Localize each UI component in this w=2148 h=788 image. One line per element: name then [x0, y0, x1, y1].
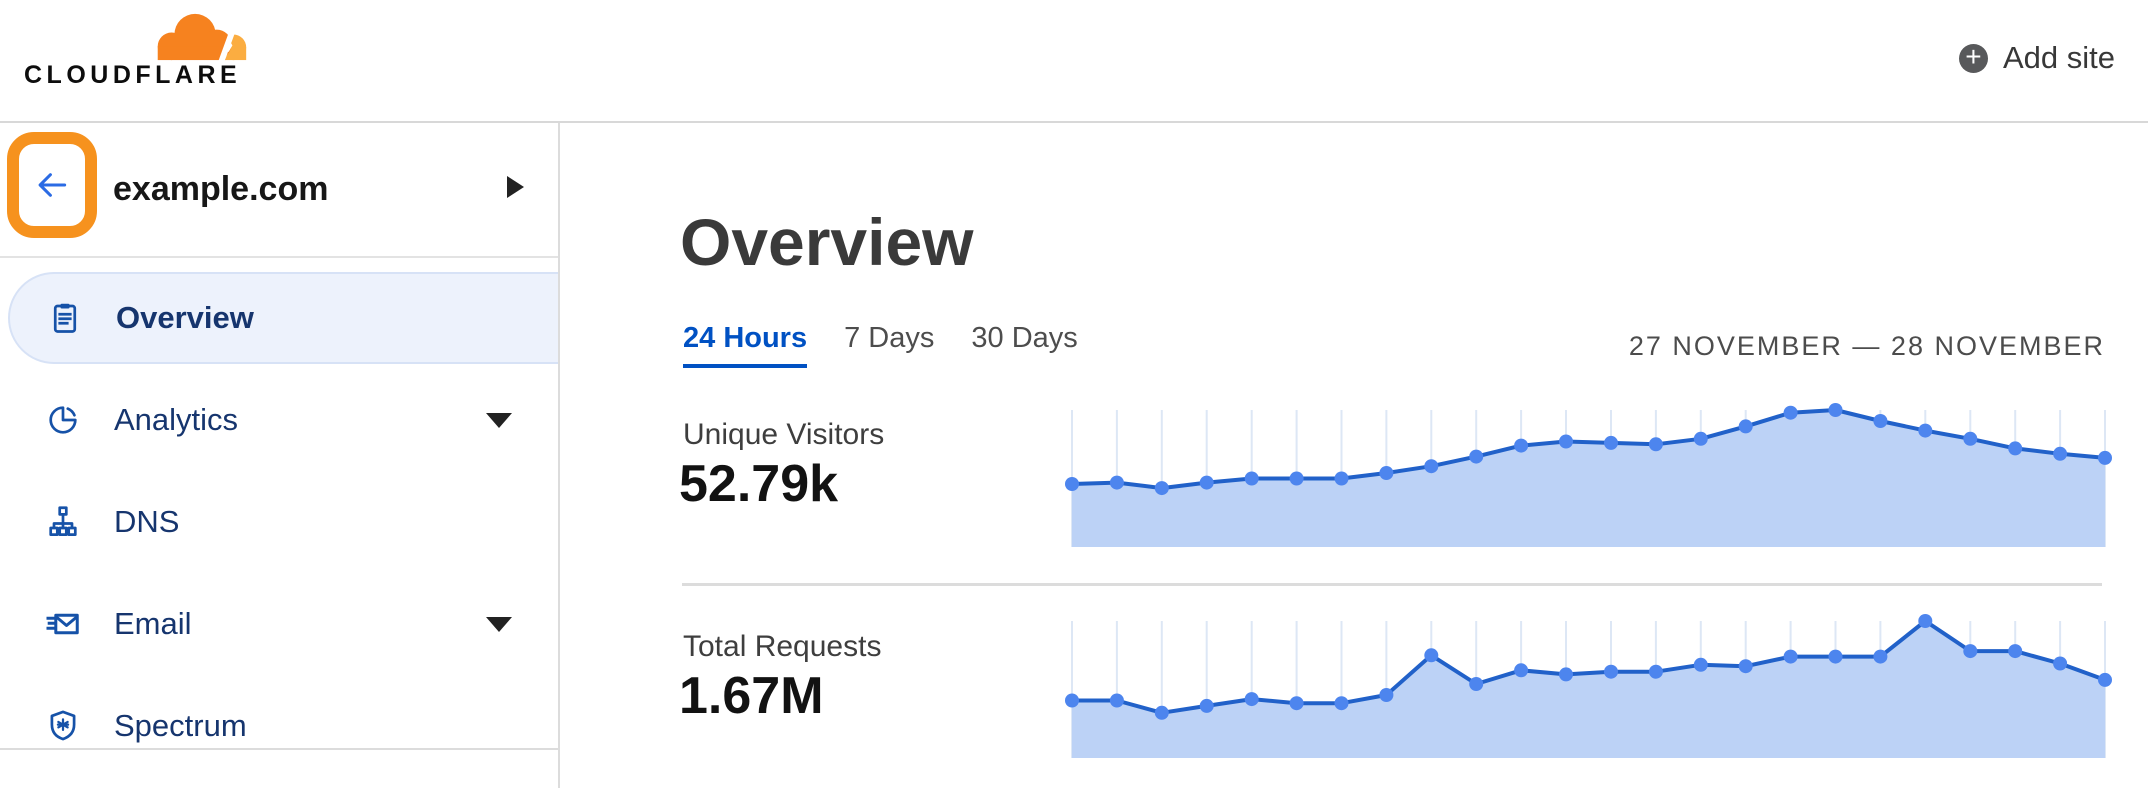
sidebar-item-label: Email: [114, 606, 192, 641]
arrow-left-icon: [38, 173, 67, 197]
section-divider: [682, 583, 2102, 586]
sidebar-divider: [0, 256, 558, 258]
sidebar-item-label: Analytics: [114, 402, 239, 437]
email-icon: [44, 605, 82, 643]
tab-7-days[interactable]: 7 Days: [844, 322, 935, 354]
sidebar-item-label: Spectrum: [114, 708, 247, 743]
add-site-button[interactable]: + Add site: [1958, 40, 2115, 76]
sidebar-divider: [0, 748, 560, 750]
sidebar-item-analytics[interactable]: Analytics: [8, 386, 558, 454]
date-range-label: 27 NOVEMBER — 28 NOVEMBER: [1628, 331, 2105, 361]
tab-30-days[interactable]: 30 Days: [971, 322, 1078, 354]
add-site-label: Add site: [2002, 40, 2115, 75]
sidebar-item-label: DNS: [114, 504, 180, 539]
annotation-back-highlight: [7, 132, 97, 238]
page-title: Overview: [680, 205, 974, 279]
plus-circle-icon: +: [1958, 43, 1988, 73]
clipboard-icon: [46, 299, 84, 337]
shield-icon: [44, 707, 82, 745]
sidebar-right-border: [558, 123, 560, 788]
total-requests-label: Total Requests: [683, 630, 882, 663]
cloudflare-cloud-icon: [157, 13, 247, 64]
chevron-down-icon[interactable]: [486, 413, 512, 428]
sidebar-item-email[interactable]: Email: [8, 590, 558, 658]
sidebar-item-dns[interactable]: DNS: [8, 488, 558, 556]
sidebar-item-label: Overview: [116, 300, 254, 335]
cloudflare-wordmark: CLOUDFLARE: [24, 61, 242, 89]
unique-visitors-value: 52.79k: [679, 455, 839, 513]
tab-24-hours[interactable]: 24 Hours: [683, 322, 808, 368]
total-requests-chart[interactable]: [1065, 614, 2112, 768]
unique-visitors-label: Unique Visitors: [683, 418, 885, 451]
total-requests-value: 1.67M: [679, 667, 824, 725]
pie-chart-icon: [44, 401, 82, 439]
sidebar-item-spectrum[interactable]: Spectrum: [8, 692, 558, 760]
site-name[interactable]: example.com: [113, 170, 329, 208]
time-range-tabs: 24 Hours 7 Days 30 Days: [683, 322, 1078, 368]
top-header: CLOUDFLARE + Add site: [0, 0, 2148, 123]
chevron-down-icon[interactable]: [486, 617, 512, 632]
back-button[interactable]: [19, 144, 85, 226]
network-icon: [44, 503, 82, 541]
sidebar-item-overview[interactable]: Overview: [8, 272, 558, 364]
unique-visitors-chart[interactable]: [1065, 403, 2112, 557]
caret-right-icon[interactable]: [507, 176, 524, 198]
